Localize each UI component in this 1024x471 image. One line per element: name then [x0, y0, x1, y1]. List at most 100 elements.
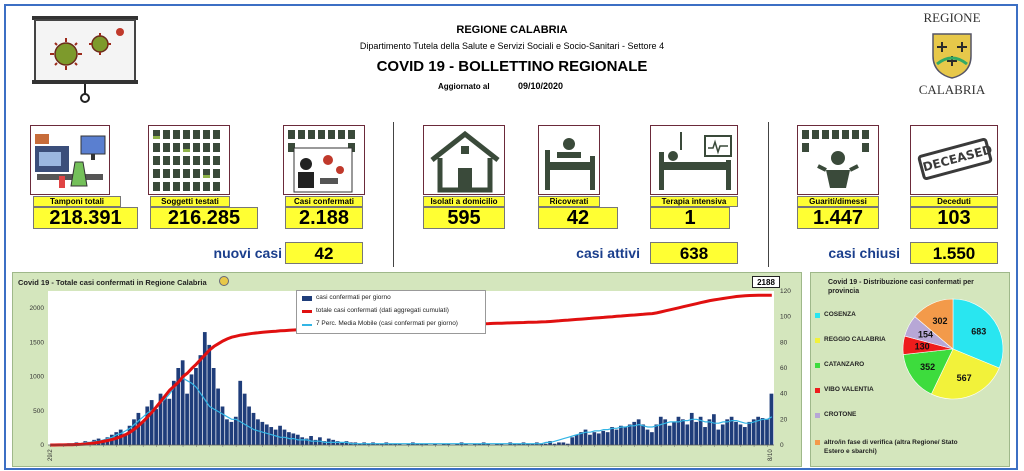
- calabria-badge-icon: [219, 276, 229, 286]
- daily-cases-bar: [335, 441, 340, 445]
- x-last-tick-label: 8/10: [768, 449, 774, 461]
- legend-cosenza: COSENZA: [824, 311, 856, 318]
- daily-cases-bar: [654, 424, 659, 445]
- updated-date: 09/10/2020: [518, 81, 564, 91]
- daily-cases-bar: [145, 406, 150, 445]
- daily-cases-bar: [570, 437, 575, 445]
- daily-cases-bar: [264, 424, 269, 445]
- daily-cases-bar: [171, 380, 176, 445]
- isolati-label: Isolati a domicilio: [423, 196, 505, 207]
- province-pie-chart: 683 567 352 130 154 302: [902, 298, 1004, 400]
- daily-cases-bar: [703, 427, 707, 445]
- daily-cases-bar: [517, 443, 521, 445]
- daily-cases-bar: [397, 443, 402, 445]
- daily-cases-bar: [645, 429, 650, 445]
- y-right-tick-label: 100: [780, 314, 791, 321]
- daily-cases-bar: [667, 425, 672, 445]
- cases-chart-title: Covid 19 - Totale casi confermati in Reg…: [18, 278, 207, 287]
- daily-cases-bar: [596, 433, 601, 445]
- daily-cases-bar: [756, 416, 761, 445]
- pie-slice-catanzaro: [902, 348, 954, 395]
- daily-cases-bar: [495, 443, 499, 445]
- daily-cases-bar: [233, 416, 238, 445]
- crest-icon: [932, 33, 972, 79]
- legend-crotone: CROTONE: [824, 411, 857, 418]
- isolati-tile: [423, 125, 505, 195]
- daily-cases-bar: [207, 344, 212, 445]
- legend-catanzaro-swatch: [815, 363, 820, 368]
- daily-cases-bar: [743, 427, 747, 445]
- terapia-label: Terapia intensiva: [650, 196, 738, 207]
- daily-cases-bar: [247, 406, 251, 445]
- updated-label: Aggiornato al: [438, 82, 490, 91]
- casi-attivi-value: 638: [650, 242, 738, 264]
- daily-cases-bar: [627, 424, 632, 445]
- daily-cases-bar: [211, 368, 216, 445]
- legend-reggio: REGGIO CALABRIA: [824, 336, 886, 343]
- daily-cases-bar: [220, 406, 225, 445]
- guariti-value: 1.447: [797, 207, 879, 229]
- bulletin-frame: [4, 4, 1018, 470]
- section-divider: [768, 122, 769, 267]
- soggetti-value: 216.285: [150, 207, 258, 229]
- pie-slice-label: 683: [971, 327, 986, 337]
- daily-cases-bar: [472, 443, 477, 445]
- daily-cases-bar: [140, 421, 145, 445]
- deceduti-value: 103: [910, 207, 998, 229]
- daily-cases-bar: [539, 443, 544, 445]
- daily-cases-bar: [238, 380, 243, 445]
- daily-cases-bar: [419, 443, 424, 445]
- daily-cases-bar: [636, 419, 641, 445]
- daily-cases-bar: [760, 418, 765, 445]
- virus-projector-illustration: [32, 16, 138, 106]
- guariti-tile: [797, 125, 879, 195]
- tamponi-value: 218.391: [33, 207, 138, 229]
- province-chart-title: Covid 19 - Distribuzione casi confermati…: [828, 279, 974, 295]
- y-left-tick-label: 0: [40, 442, 44, 449]
- daily-cases-bar: [256, 419, 260, 445]
- daily-cases-bar: [543, 443, 548, 445]
- daily-cases-bar: [574, 434, 579, 445]
- pie-slice-label: 130: [915, 342, 930, 352]
- daily-cases-bar: [499, 443, 504, 445]
- legend-bar-swatch: [302, 296, 312, 301]
- virus-icon: [32, 16, 138, 103]
- daily-cases-bar: [185, 393, 189, 445]
- daily-cases-bar: [464, 443, 468, 445]
- daily-cases-bar: [229, 421, 234, 445]
- legend-altro: altro/in fase di verifica (altra Regione…: [824, 439, 958, 455]
- legend-reggio-swatch: [815, 338, 820, 343]
- chart-legend: [296, 290, 486, 334]
- y-left-tick-label: 2000: [30, 305, 45, 312]
- y-left-tick-label: 1500: [30, 339, 45, 346]
- daily-cases-bar: [269, 427, 274, 445]
- casi-chiusi-label: casi chiusi: [828, 245, 900, 261]
- daily-cases-bar: [747, 421, 752, 445]
- daily-cases-bar: [194, 368, 198, 445]
- casi-chiusi-value: 1.550: [910, 242, 998, 264]
- ricoverati-value: 42: [538, 207, 618, 229]
- daily-cases-bar: [552, 443, 557, 445]
- daily-cases-bar: [291, 433, 296, 445]
- daily-cases-bar: [202, 332, 207, 445]
- daily-cases-bar: [260, 421, 265, 445]
- daily-cases-bar: [725, 419, 730, 445]
- ricoverati-label: Ricoverati: [538, 196, 600, 207]
- daily-cases-bar: [601, 430, 606, 445]
- pie-slice-label: 567: [957, 373, 972, 383]
- legend-line-swatch: [302, 310, 312, 313]
- daily-cases-bar: [685, 424, 690, 445]
- nuovi-casi-label: nuovi casi: [213, 245, 282, 261]
- deceased-stamp-text: DECEASED: [921, 142, 994, 175]
- y-left-tick-label: 500: [33, 408, 44, 415]
- legend-cosenza-swatch: [815, 313, 820, 318]
- soggetti-tile: [148, 125, 230, 195]
- daily-cases-bar: [632, 421, 637, 445]
- daily-cases-bar: [433, 443, 437, 445]
- confermati-value: 2.188: [285, 207, 363, 229]
- daily-cases-bar: [344, 441, 349, 445]
- total-cases-callout: 2188: [752, 276, 780, 288]
- pie-slice-label: 154: [918, 330, 933, 340]
- legend-crotone-swatch: [815, 413, 820, 418]
- daily-cases-bar: [592, 432, 597, 445]
